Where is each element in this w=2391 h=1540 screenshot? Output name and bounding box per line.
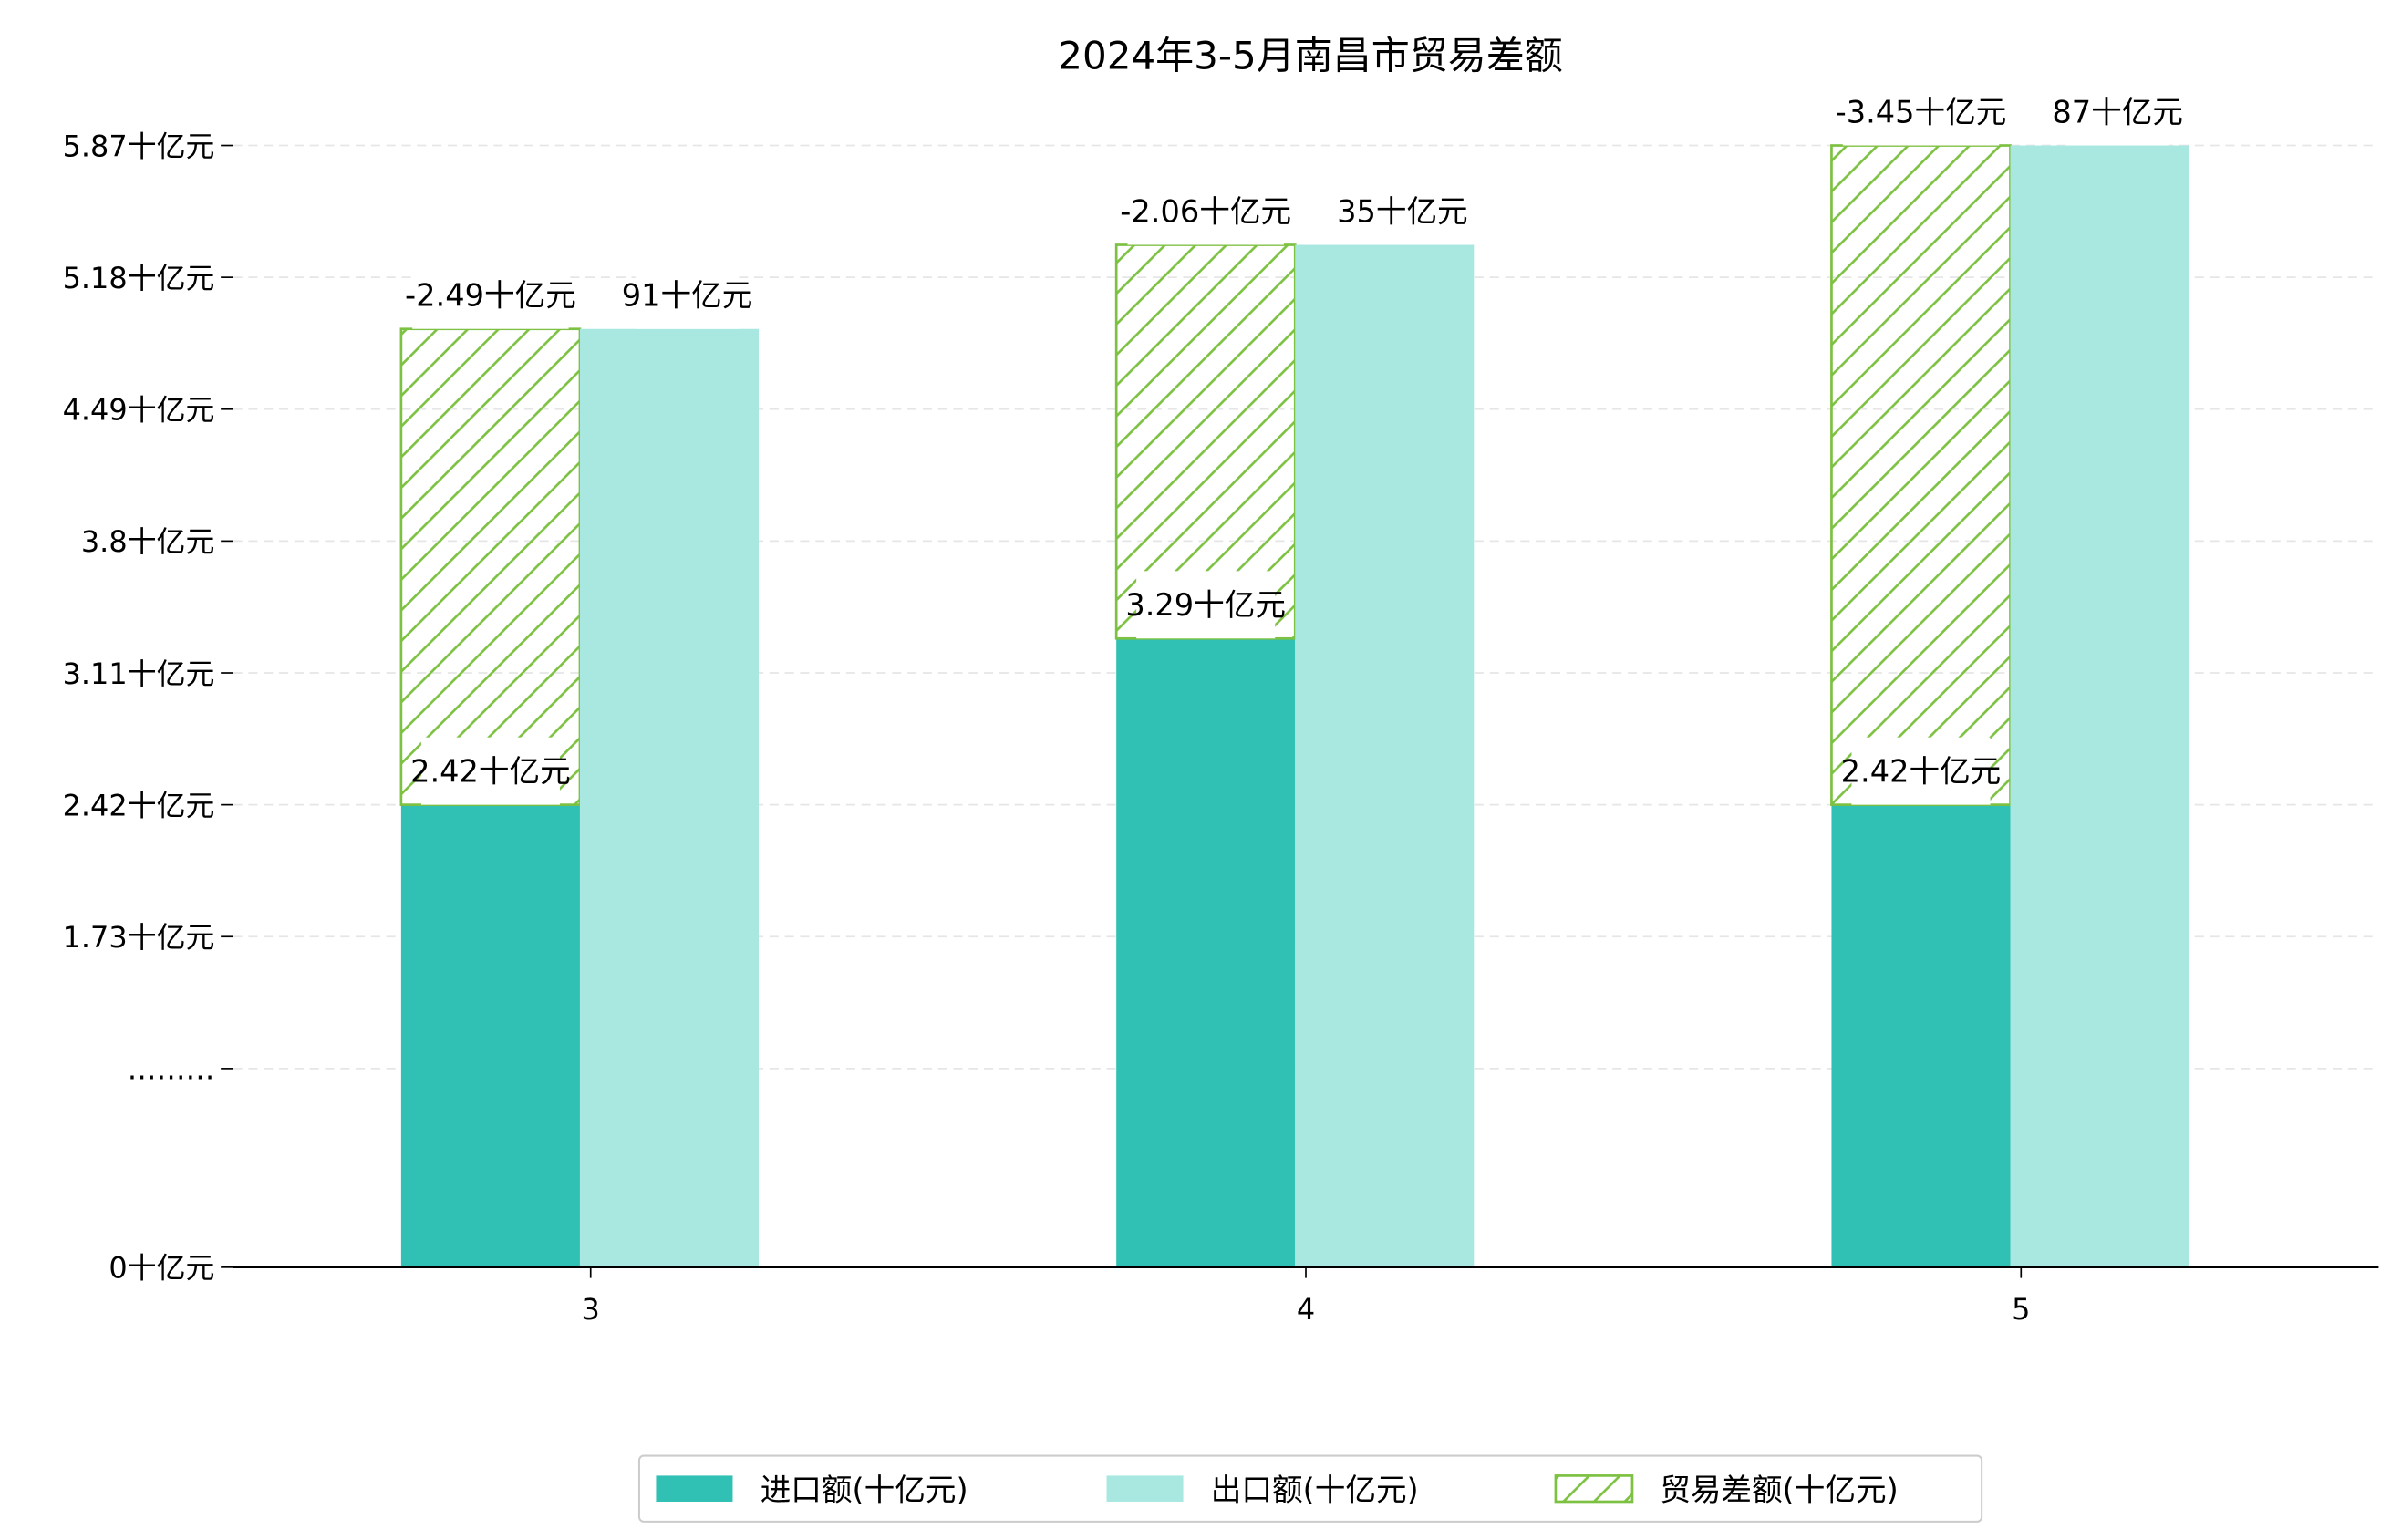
export-label: 87十亿元	[2052, 94, 2183, 129]
trade-balance-label-bg	[412, 261, 569, 329]
export-label-bg	[1351, 177, 1454, 245]
import-label: 3.29十亿元	[1125, 587, 1286, 623]
legend-swatch-trade-balance	[1554, 1474, 1634, 1504]
legend-swatch-import	[656, 1475, 733, 1502]
export-label-bg	[635, 261, 740, 329]
trade-balance-label: -2.49十亿元	[405, 278, 576, 314]
y-tick-label: 1.73十亿元	[63, 920, 215, 955]
y-tick-label: 3.11十亿元	[63, 656, 215, 691]
trade-balance-label: -2.06十亿元	[1120, 193, 1291, 229]
import-bar	[1116, 638, 1296, 1267]
export-label: 91十亿元	[622, 278, 753, 314]
y-tick-label: ………	[128, 1052, 215, 1087]
export-label-bg	[2065, 78, 2169, 146]
x-tick-label: 4	[1297, 1292, 1315, 1327]
trade-balance-bar	[399, 327, 582, 806]
legend-box	[637, 1454, 1983, 1523]
export-bar	[1295, 244, 1475, 1267]
x-tick-label: 3	[582, 1292, 600, 1327]
trade-balance-label: -3.45十亿元	[1836, 94, 2007, 129]
import-bar	[1831, 804, 2011, 1267]
import-label-bg	[1851, 737, 1991, 805]
legend: 进口额(十亿元) 出口额(十亿元) 贸易差额(十亿元)	[637, 1454, 1983, 1523]
import-bar	[400, 804, 580, 1267]
legend-label: 进口额(十亿元)	[761, 1472, 968, 1507]
legend-label: 贸易差额(十亿元)	[1660, 1472, 1899, 1507]
import-label-bg	[1136, 571, 1276, 639]
y-tick-label: 5.87十亿元	[63, 129, 215, 163]
import-label: 2.42十亿元	[1841, 753, 2002, 789]
y-tick-label: 5.18十亿元	[63, 261, 215, 295]
legend-label: 出口额(十亿元)	[1211, 1472, 1419, 1507]
import-label-bg	[420, 737, 560, 805]
trade-balance-label-bg	[1842, 78, 2000, 146]
y-tick-label: 2.42十亿元	[63, 788, 215, 822]
data-labels: 91十亿元 -2.49十亿元 2.42十亿元 35十亿元 -2.06十亿元 3.29十亿元…	[405, 78, 2183, 805]
y-axis: 0十亿元 ……… 1.73十亿元 2.42十亿元 3.11十亿元 3.8十亿元 4.49十亿…	[63, 129, 233, 1286]
legend-swatch-export	[1106, 1475, 1184, 1502]
export-bar	[2010, 145, 2189, 1267]
y-tick-label: 0十亿元	[109, 1251, 214, 1286]
import-label: 2.42十亿元	[410, 753, 571, 789]
y-tick-label: 3.8十亿元	[81, 524, 215, 559]
x-axis: 3 4 5	[233, 1266, 2379, 1327]
x-tick-label: 5	[2012, 1292, 2030, 1327]
chart-title: 2024年3-5月南昌市贸易差额	[1058, 34, 1562, 78]
export-label: 35十亿元	[1337, 193, 1468, 229]
export-bar	[579, 328, 760, 1267]
trade-balance-bar	[1830, 144, 2012, 806]
trade-balance-label-bg	[1127, 177, 1284, 245]
y-tick-label: 4.49十亿元	[63, 393, 215, 428]
